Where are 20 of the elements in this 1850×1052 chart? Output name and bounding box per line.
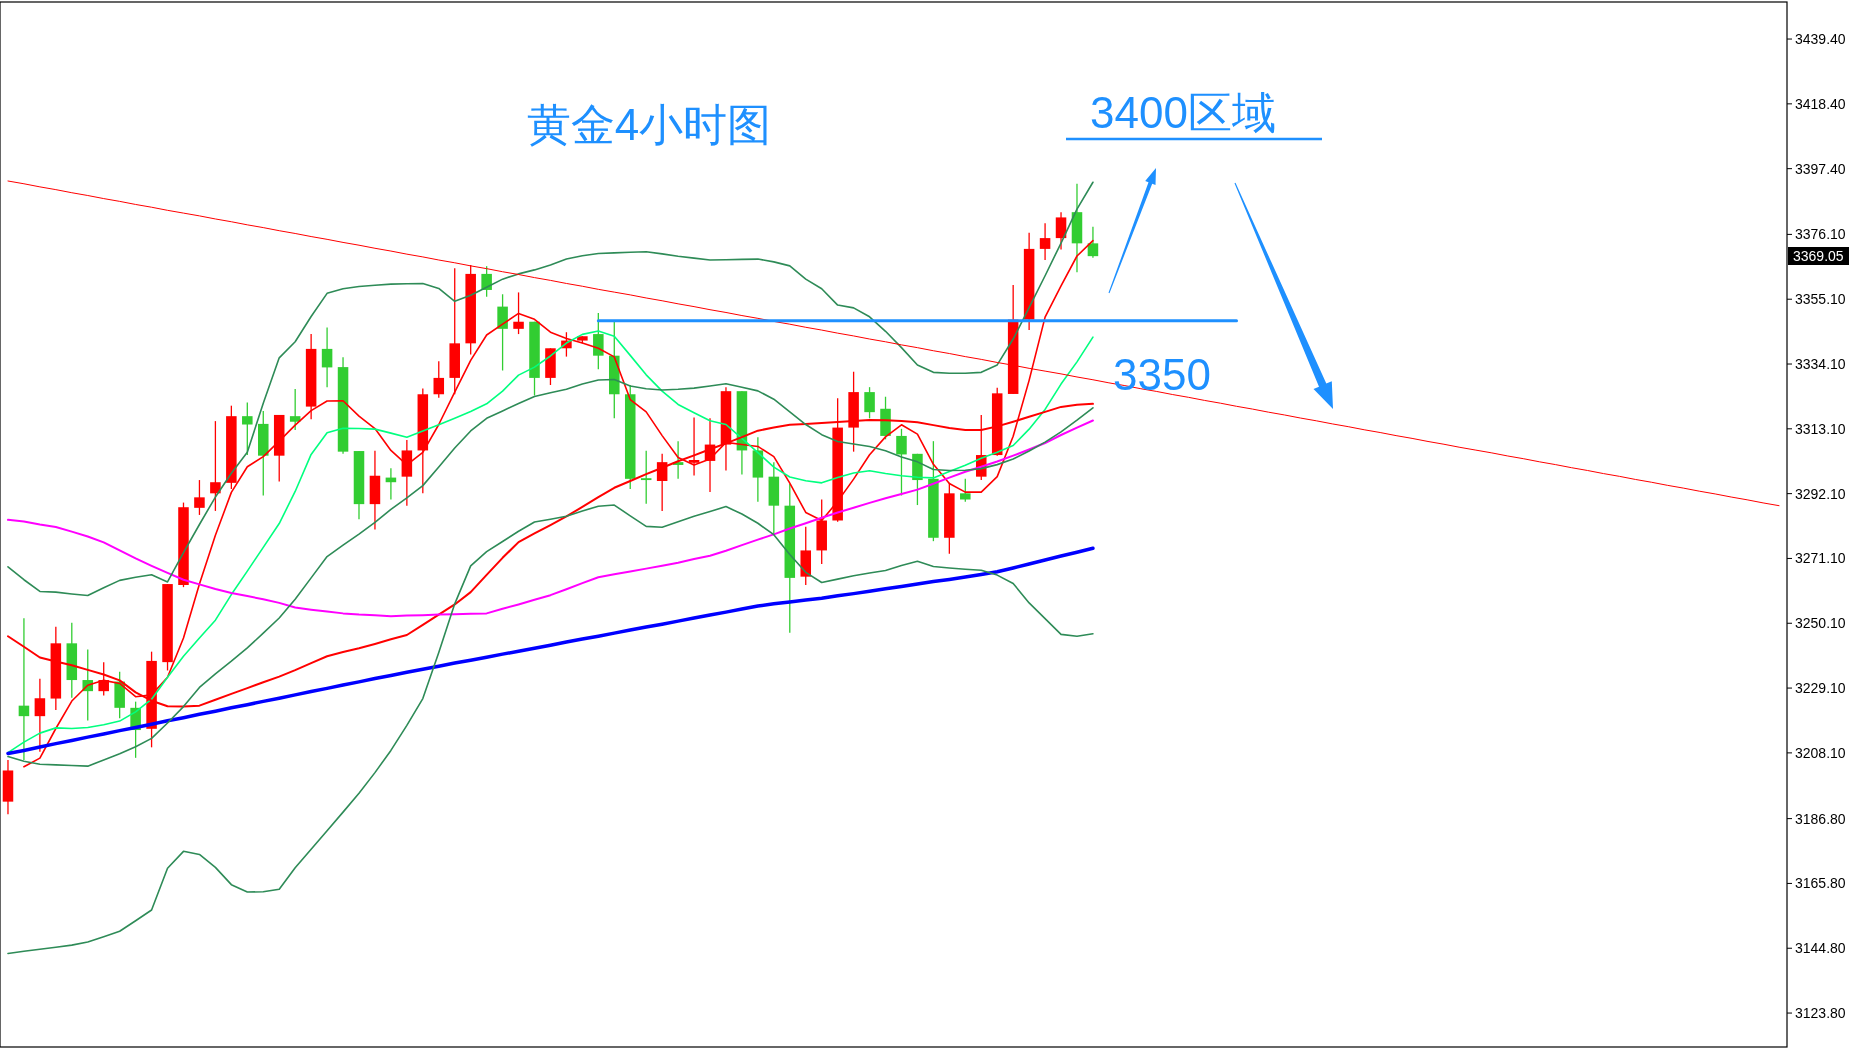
y-tick-label: 3186.80	[1795, 810, 1846, 827]
y-tick-label: 3229.10	[1795, 680, 1846, 697]
y-tick-label: 3144.80	[1795, 940, 1846, 957]
y-tick-label: 3292.10	[1795, 485, 1846, 502]
y-tick-label: 3165.80	[1795, 875, 1846, 892]
y-tick-label: 3439.40	[1795, 31, 1846, 48]
y-tick-label: 3123.80	[1795, 1005, 1846, 1022]
y-tick-label: 3250.10	[1795, 615, 1846, 632]
y-tick-label: 3313.10	[1795, 420, 1846, 437]
annotation: 3350	[1113, 350, 1211, 399]
y-tick-label: 3334.10	[1795, 356, 1846, 373]
y-tick-label: 3355.10	[1795, 291, 1846, 308]
y-tick-label: 3376.10	[1795, 226, 1846, 243]
y-tick-label: 3208.10	[1795, 744, 1846, 761]
y-tick-label: 3418.40	[1795, 95, 1846, 112]
text: 黄金4小时图	[526, 100, 772, 149]
y-tick-label: 3397.40	[1795, 160, 1846, 177]
price-label: 3369.05	[1788, 247, 1849, 265]
y-tick-label: 3271.10	[1795, 550, 1846, 567]
annotation: 3400区域	[1090, 88, 1276, 137]
